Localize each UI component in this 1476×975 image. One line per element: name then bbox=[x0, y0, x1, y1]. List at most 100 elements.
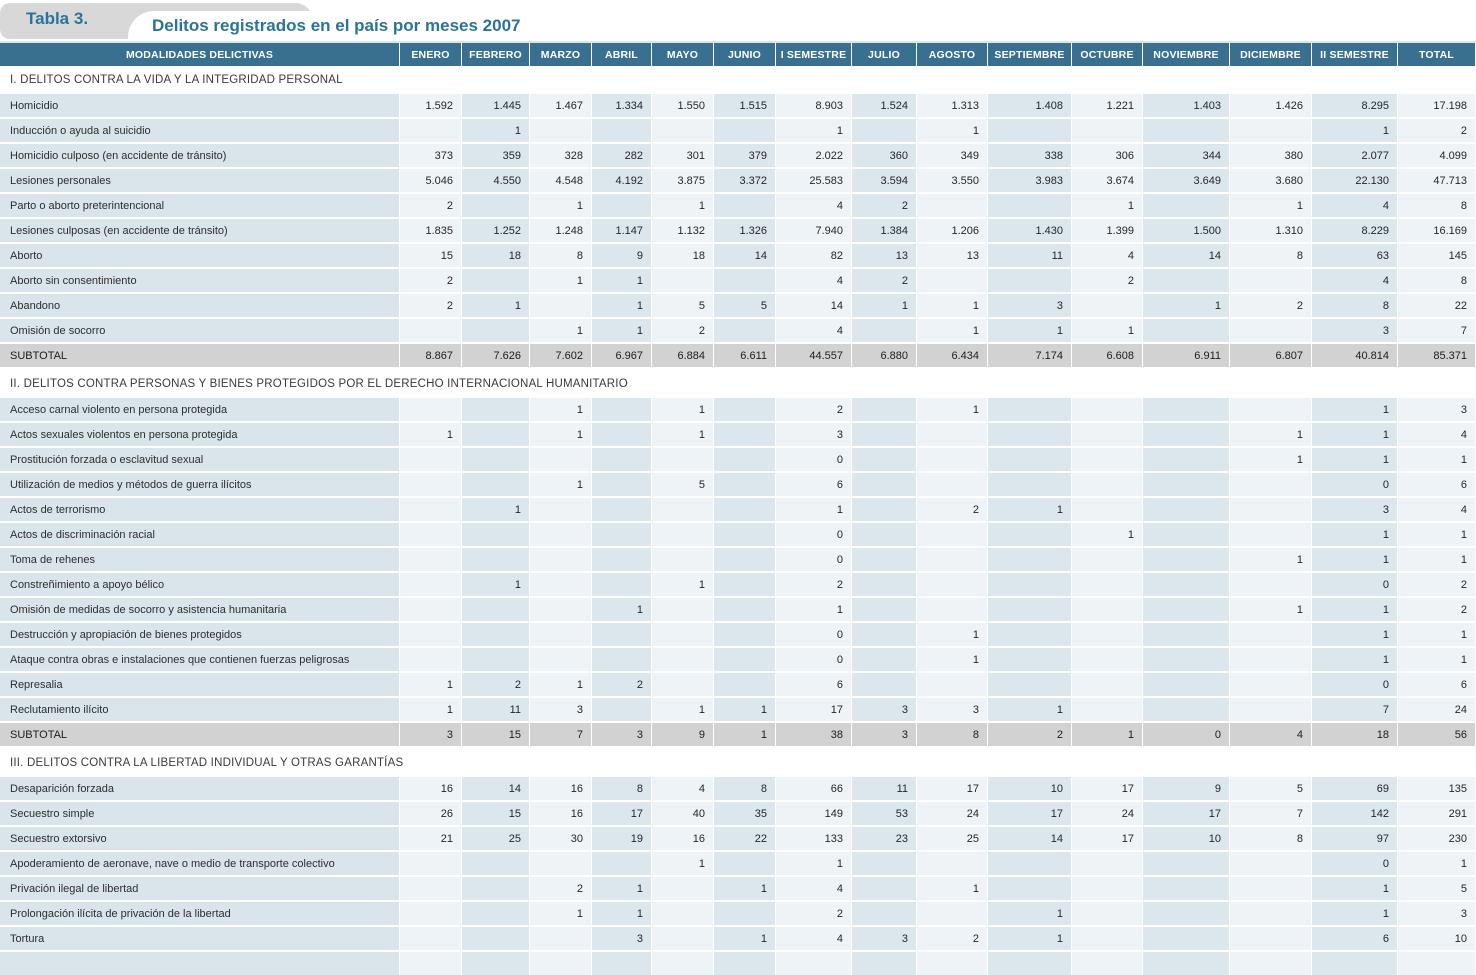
value-cell: 1 bbox=[592, 294, 651, 317]
value-cell: 1.132 bbox=[652, 219, 713, 242]
value-cell: 14 bbox=[988, 827, 1071, 850]
value-cell: 1.403 bbox=[1143, 94, 1229, 117]
value-cell: 2 bbox=[1072, 269, 1142, 292]
value-cell bbox=[1143, 623, 1229, 646]
value-cell: 66 bbox=[776, 777, 851, 800]
table-row: Aborto sin consentimiento 2 1 1 4 2 2 4 8 bbox=[0, 269, 1476, 292]
value-cell: 4.099 bbox=[1398, 144, 1475, 167]
value-cell: 1.467 bbox=[530, 94, 591, 117]
row-label: Destrucción y apropiación de bienes prot… bbox=[0, 623, 399, 646]
value-cell bbox=[1230, 952, 1311, 975]
value-cell: 8.295 bbox=[1312, 94, 1397, 117]
table-row: Homicidio 1.592 1.445 1.467 1.334 1.550 1.515 8… bbox=[0, 94, 1476, 117]
value-cell: 7.940 bbox=[776, 219, 851, 242]
row-label: Homicidio culposo (en accidente de tráns… bbox=[0, 144, 399, 167]
value-cell: 6.807 bbox=[1230, 344, 1311, 367]
value-cell: 82 bbox=[776, 244, 851, 267]
table-row: Actos de discriminación racial 0 1 1 1 bbox=[0, 523, 1476, 546]
value-cell bbox=[917, 598, 987, 621]
value-cell: 3.649 bbox=[1143, 169, 1229, 192]
column-header: TOTAL bbox=[1398, 43, 1475, 66]
value-cell bbox=[462, 523, 529, 546]
table-row: Omisión de medidas de socorro y asistenc… bbox=[0, 598, 1476, 621]
value-cell: 0 bbox=[776, 523, 851, 546]
value-cell: 4 bbox=[776, 877, 851, 900]
value-cell bbox=[917, 852, 987, 875]
value-cell: 15 bbox=[462, 802, 529, 825]
value-cell: 8.229 bbox=[1312, 219, 1397, 242]
value-cell bbox=[852, 623, 916, 646]
value-cell: 1 bbox=[1398, 548, 1475, 571]
value-cell: 1 bbox=[530, 398, 591, 421]
value-cell: 25 bbox=[917, 827, 987, 850]
value-cell bbox=[714, 473, 775, 496]
value-cell: 1 bbox=[530, 269, 591, 292]
value-cell: 6.911 bbox=[1143, 344, 1229, 367]
value-cell: 14 bbox=[1143, 244, 1229, 267]
value-cell bbox=[400, 498, 461, 521]
value-cell: 17 bbox=[1072, 777, 1142, 800]
value-cell bbox=[462, 927, 529, 950]
value-cell: 3 bbox=[1398, 902, 1475, 925]
value-cell: 8.903 bbox=[776, 94, 851, 117]
value-cell bbox=[917, 548, 987, 571]
value-cell: 1 bbox=[1312, 423, 1397, 446]
value-cell: 4 bbox=[776, 269, 851, 292]
value-cell: 22 bbox=[714, 827, 775, 850]
value-cell: 5 bbox=[714, 294, 775, 317]
value-cell bbox=[852, 473, 916, 496]
value-cell bbox=[1312, 952, 1397, 975]
value-cell bbox=[988, 877, 1071, 900]
value-cell: 1 bbox=[592, 269, 651, 292]
value-cell: 0 bbox=[1312, 473, 1397, 496]
value-cell bbox=[530, 548, 591, 571]
value-cell bbox=[530, 952, 591, 975]
value-cell: 16 bbox=[530, 802, 591, 825]
value-cell: 1 bbox=[530, 673, 591, 696]
value-cell bbox=[652, 648, 713, 671]
value-cell bbox=[462, 473, 529, 496]
crime-table: MODALIDADES DELICTIVAS ENERO FEBRERO MARZO A… bbox=[0, 43, 1476, 975]
value-cell: 5 bbox=[1230, 777, 1311, 800]
value-cell: 4 bbox=[776, 927, 851, 950]
value-cell bbox=[400, 523, 461, 546]
value-cell bbox=[530, 448, 591, 471]
value-cell bbox=[592, 648, 651, 671]
table-title-panel: Delitos registrados en el país por meses… bbox=[128, 11, 1476, 41]
value-cell bbox=[592, 473, 651, 496]
value-cell: 1 bbox=[592, 598, 651, 621]
value-cell: 1 bbox=[592, 902, 651, 925]
value-cell: 1 bbox=[1230, 448, 1311, 471]
value-cell: 1.206 bbox=[917, 219, 987, 242]
column-header: OCTUBRE bbox=[1072, 43, 1142, 66]
value-cell bbox=[714, 902, 775, 925]
value-cell: 8 bbox=[1230, 244, 1311, 267]
value-cell bbox=[652, 448, 713, 471]
value-cell: 6 bbox=[776, 473, 851, 496]
row-label: Acceso carnal violento en persona proteg… bbox=[0, 398, 399, 421]
value-cell: 4 bbox=[1312, 194, 1397, 217]
value-cell bbox=[1143, 398, 1229, 421]
row-label: Homicidio bbox=[0, 94, 399, 117]
value-cell: 21 bbox=[400, 827, 461, 850]
value-cell bbox=[1230, 119, 1311, 142]
column-header: JUNIO bbox=[714, 43, 775, 66]
value-cell: 142 bbox=[1312, 802, 1397, 825]
value-cell bbox=[1230, 902, 1311, 925]
value-cell bbox=[714, 598, 775, 621]
value-cell bbox=[530, 573, 591, 596]
value-cell: 16 bbox=[400, 777, 461, 800]
value-cell bbox=[1072, 902, 1142, 925]
value-cell bbox=[1143, 598, 1229, 621]
value-cell: 19 bbox=[592, 827, 651, 850]
value-cell: 18 bbox=[652, 244, 713, 267]
row-label: Abandono bbox=[0, 294, 399, 317]
value-cell: 4 bbox=[776, 319, 851, 342]
value-cell: 135 bbox=[1398, 777, 1475, 800]
value-cell bbox=[917, 269, 987, 292]
value-cell bbox=[988, 194, 1071, 217]
value-cell bbox=[1230, 573, 1311, 596]
value-cell: 1.326 bbox=[714, 219, 775, 242]
value-cell bbox=[462, 269, 529, 292]
value-cell: 1 bbox=[714, 723, 775, 746]
